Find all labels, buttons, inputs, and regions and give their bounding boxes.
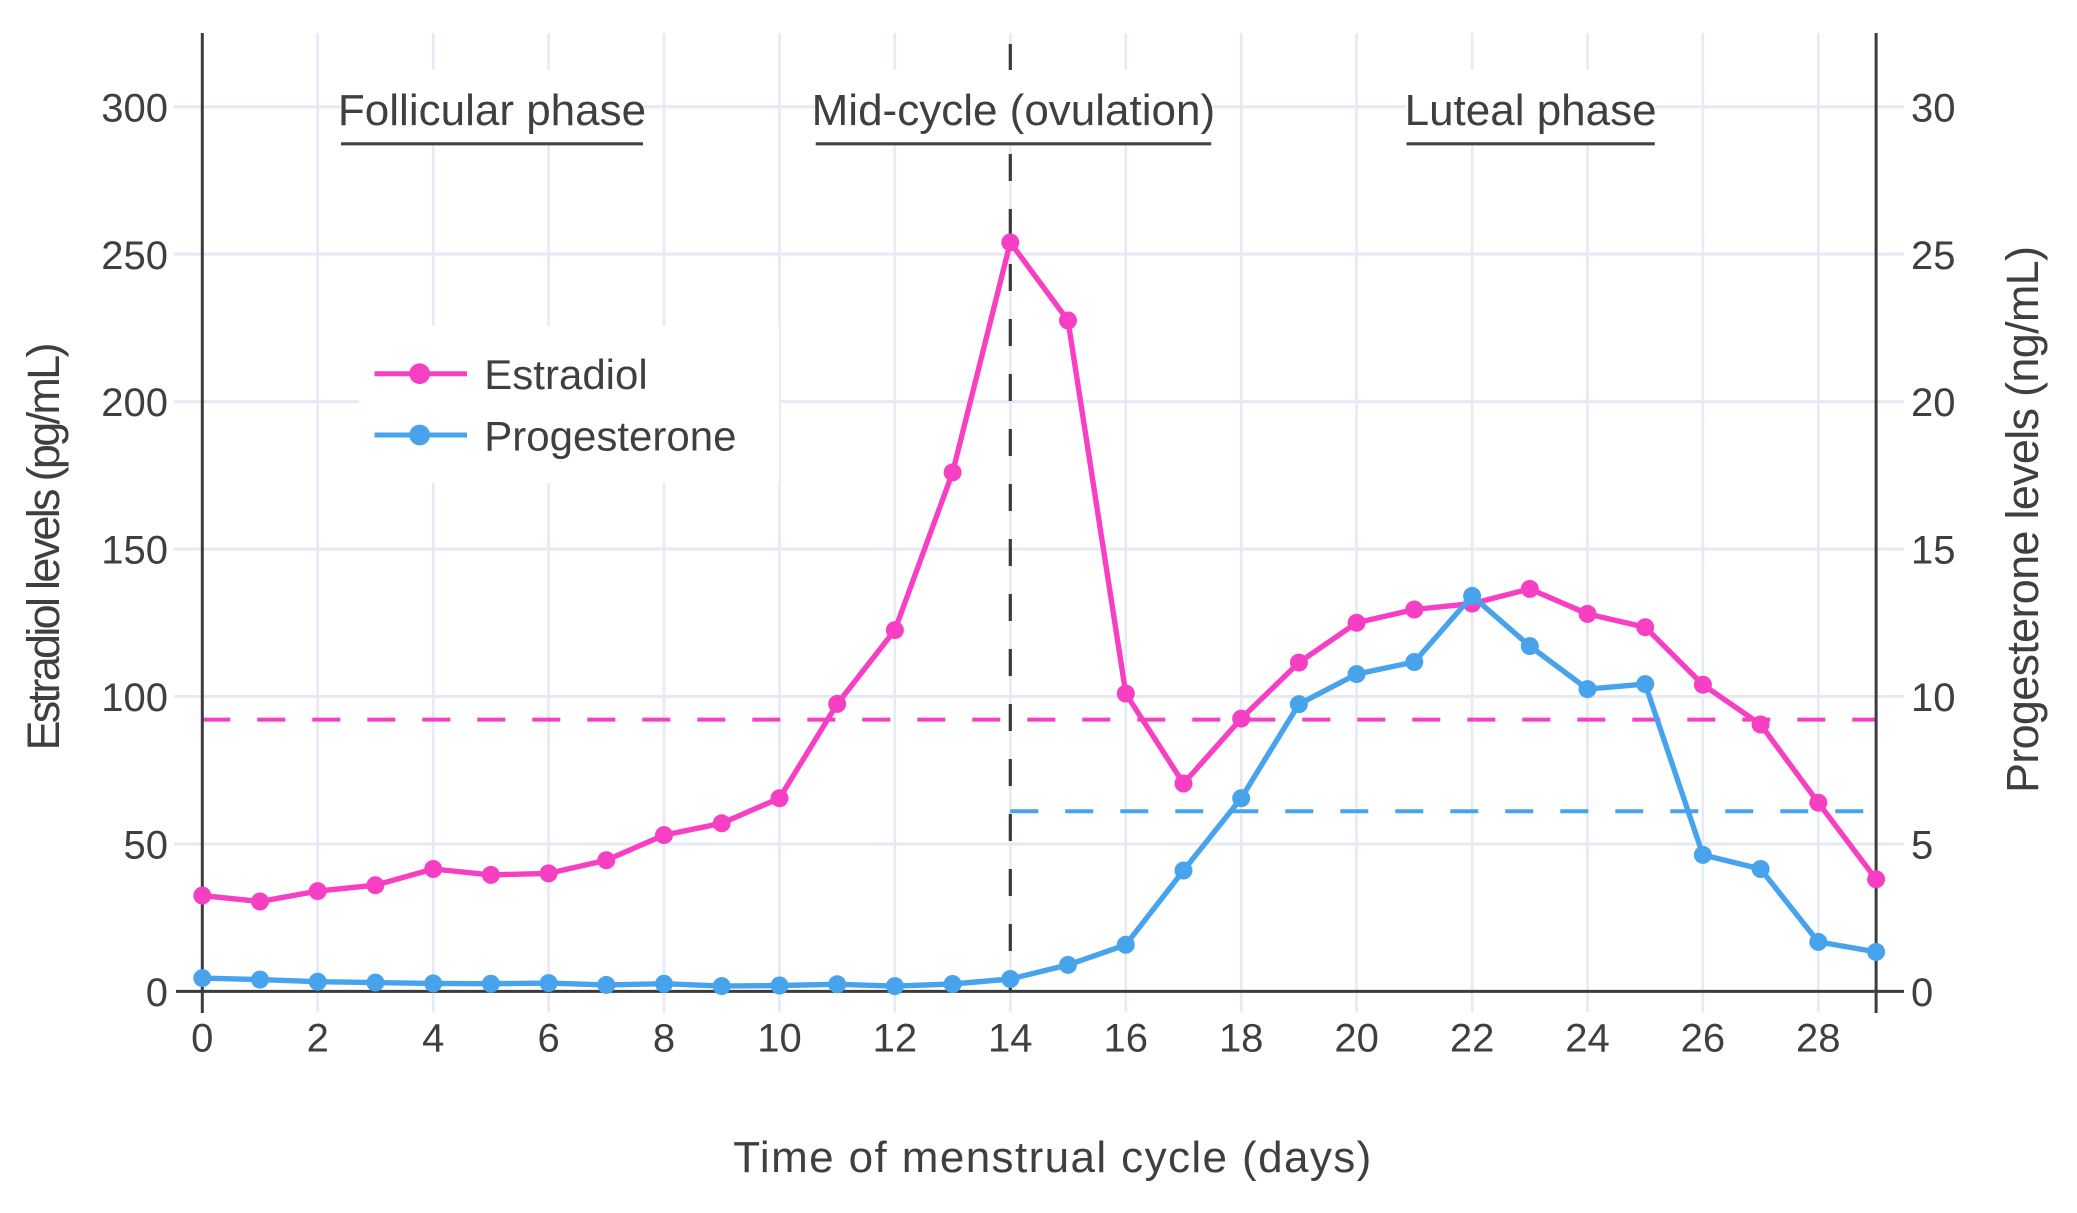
svg-text:4: 4 xyxy=(422,1017,444,1061)
svg-text:Time of menstrual cycle (days): Time of menstrual cycle (days) xyxy=(733,1133,1372,1182)
svg-text:100: 100 xyxy=(101,676,168,720)
svg-text:Estradiol: Estradiol xyxy=(484,351,647,398)
svg-text:2: 2 xyxy=(307,1017,329,1061)
svg-text:20: 20 xyxy=(1911,381,1956,425)
svg-text:50: 50 xyxy=(124,824,169,868)
svg-text:14: 14 xyxy=(988,1017,1033,1061)
svg-text:28: 28 xyxy=(1796,1017,1841,1061)
svg-text:Luteal phase: Luteal phase xyxy=(1405,86,1657,135)
svg-text:25: 25 xyxy=(1911,234,1956,278)
svg-text:0: 0 xyxy=(191,1017,213,1061)
svg-text:Progesterone levels (ng/mL): Progesterone levels (ng/mL) xyxy=(1997,246,2048,793)
svg-text:24: 24 xyxy=(1565,1017,1610,1061)
svg-text:150: 150 xyxy=(101,529,168,573)
svg-text:200: 200 xyxy=(101,381,168,425)
svg-text:22: 22 xyxy=(1450,1017,1495,1061)
svg-text:6: 6 xyxy=(537,1017,559,1061)
svg-text:26: 26 xyxy=(1681,1017,1726,1061)
svg-text:30: 30 xyxy=(1911,86,1956,130)
svg-text:15: 15 xyxy=(1911,529,1956,573)
svg-text:Progesterone: Progesterone xyxy=(484,412,736,459)
svg-text:250: 250 xyxy=(101,234,168,278)
svg-text:300: 300 xyxy=(101,86,168,130)
svg-text:8: 8 xyxy=(653,1017,675,1061)
svg-text:Follicular phase: Follicular phase xyxy=(338,86,646,135)
svg-text:5: 5 xyxy=(1911,824,1933,868)
svg-text:Mid-cycle (ovulation): Mid-cycle (ovulation) xyxy=(812,86,1215,135)
svg-text:20: 20 xyxy=(1334,1017,1379,1061)
svg-text:10: 10 xyxy=(757,1017,802,1061)
svg-text:0: 0 xyxy=(146,971,168,1015)
svg-text:18: 18 xyxy=(1219,1017,1264,1061)
svg-text:Estradiol levels (pg/mL): Estradiol levels (pg/mL) xyxy=(18,343,69,751)
svg-text:10: 10 xyxy=(1911,676,1956,720)
svg-text:16: 16 xyxy=(1104,1017,1149,1061)
svg-text:0: 0 xyxy=(1911,971,1933,1015)
svg-text:12: 12 xyxy=(873,1017,918,1061)
